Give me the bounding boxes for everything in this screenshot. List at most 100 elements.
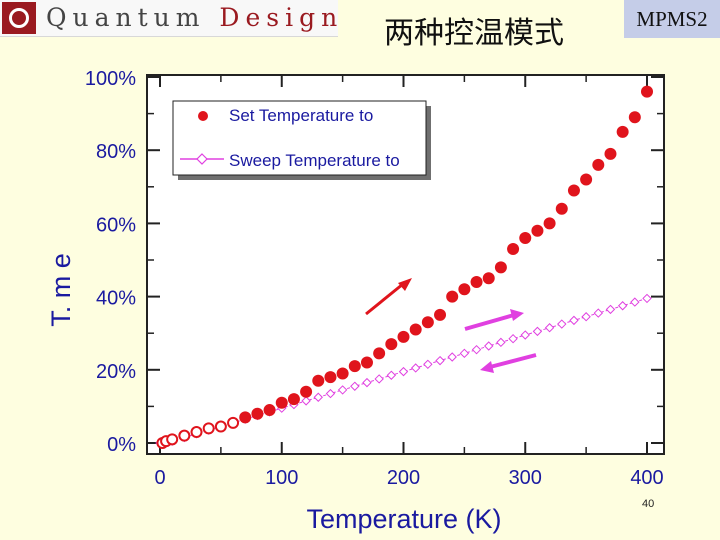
x-axis-label: Temperature (K) bbox=[306, 504, 501, 534]
x-tick-label: 400 bbox=[630, 467, 663, 489]
sweep-point bbox=[350, 381, 360, 391]
qd-logo-icon bbox=[2, 2, 36, 34]
left-arrow bbox=[489, 353, 537, 369]
legend-marker-sweep bbox=[196, 153, 208, 165]
set-point bbox=[628, 111, 641, 124]
slide-title: 两种控温模式 bbox=[384, 16, 564, 51]
legend-label-sweep: Sweep Temperature to bbox=[229, 151, 400, 170]
legend: Set Temperature to Sweep Temperature to bbox=[172, 100, 431, 180]
sweep-point bbox=[508, 333, 518, 344]
sweep-point bbox=[423, 359, 433, 370]
set-point bbox=[348, 360, 361, 373]
legend-marker-set bbox=[198, 111, 208, 121]
set-point bbox=[227, 416, 240, 429]
y-tick-label: 100% bbox=[85, 68, 136, 90]
set-point bbox=[641, 85, 653, 98]
sweep-point bbox=[581, 312, 591, 322]
sweep-point bbox=[642, 293, 652, 304]
y-tick-label: 60% bbox=[96, 214, 136, 236]
sweep-point bbox=[532, 326, 543, 337]
logo-text-a: Quantum bbox=[46, 3, 206, 32]
page-number: 40 bbox=[642, 498, 655, 510]
set-point bbox=[385, 338, 398, 351]
set-point bbox=[616, 125, 629, 138]
sweep-point bbox=[520, 330, 530, 340]
y-axis-label: T. m e bbox=[46, 253, 76, 327]
sweep-point bbox=[496, 337, 506, 348]
set-point bbox=[239, 411, 252, 424]
sweep-point bbox=[386, 370, 397, 380]
set-point bbox=[446, 290, 459, 303]
sweep-point bbox=[557, 319, 567, 329]
set-point bbox=[275, 396, 288, 409]
set-point bbox=[567, 184, 580, 197]
set-point bbox=[555, 202, 568, 215]
set-point bbox=[580, 173, 593, 186]
set-point bbox=[178, 429, 191, 442]
set-point bbox=[470, 275, 483, 288]
set-point bbox=[494, 261, 507, 274]
set-point bbox=[166, 433, 179, 446]
axis-ticks: 0% 20% 40% 60% 80% 100% 0 100 200 300 400 bbox=[85, 68, 664, 489]
sweep-point bbox=[484, 341, 494, 351]
sweep-point bbox=[313, 392, 323, 402]
sweep-point bbox=[362, 377, 372, 388]
x-tick-label: 100 bbox=[265, 467, 298, 489]
x-tick-label: 200 bbox=[387, 467, 420, 489]
set-point bbox=[324, 371, 337, 384]
set-point bbox=[263, 404, 276, 417]
sweep-point bbox=[569, 315, 579, 326]
y-tick-label: 80% bbox=[96, 141, 136, 163]
y-tick-label: 20% bbox=[96, 361, 136, 383]
legend-box bbox=[172, 100, 427, 176]
sweep-point bbox=[374, 374, 384, 384]
up-arrowhead bbox=[398, 278, 412, 291]
logo-text: Quantum Design bbox=[46, 0, 343, 36]
y-tick-label: 40% bbox=[96, 288, 136, 310]
left-arrowhead bbox=[480, 361, 494, 373]
set-point bbox=[397, 330, 410, 343]
sweep-point bbox=[471, 344, 482, 355]
x-tick-label: 300 bbox=[509, 467, 542, 489]
set-point bbox=[519, 232, 532, 245]
set-point bbox=[482, 272, 495, 285]
sweep-point bbox=[593, 308, 604, 318]
right-arrowhead bbox=[510, 309, 524, 321]
set-point bbox=[360, 356, 373, 369]
y-tick-label: 0% bbox=[107, 434, 136, 456]
mpms-badge: MPMS2 bbox=[624, 0, 720, 38]
trend-arrows bbox=[365, 278, 537, 373]
set-point bbox=[592, 158, 605, 171]
set-point bbox=[214, 420, 227, 433]
set-point bbox=[287, 393, 300, 406]
set-point bbox=[531, 224, 544, 237]
sweep-point bbox=[435, 355, 445, 366]
set-point bbox=[190, 426, 203, 439]
sweep-point bbox=[410, 363, 421, 373]
set-point bbox=[604, 147, 617, 160]
set-point bbox=[336, 367, 349, 380]
set-point bbox=[458, 283, 471, 296]
x-tick-label: 0 bbox=[154, 467, 165, 489]
set-point bbox=[409, 323, 422, 336]
legend-label-set: Set Temperature to bbox=[229, 106, 373, 125]
sweep-point bbox=[605, 304, 616, 315]
set-point bbox=[373, 347, 386, 360]
quantum-design-logo: Quantum Design bbox=[0, 0, 338, 37]
sweep-point bbox=[447, 352, 457, 362]
set-point bbox=[202, 422, 215, 435]
set-point bbox=[421, 316, 434, 329]
series-layer bbox=[155, 85, 653, 449]
logo-text-b: Design bbox=[219, 3, 344, 32]
sweep-point bbox=[337, 385, 348, 395]
sweep-point bbox=[325, 388, 336, 399]
up-arrow bbox=[365, 282, 404, 316]
sweep-point bbox=[398, 366, 409, 377]
sweep-point bbox=[617, 301, 628, 311]
set-point bbox=[312, 374, 325, 387]
sweep-point bbox=[544, 323, 555, 333]
sweep-point bbox=[459, 348, 470, 359]
right-arrow bbox=[464, 313, 515, 331]
set-point bbox=[507, 243, 520, 256]
